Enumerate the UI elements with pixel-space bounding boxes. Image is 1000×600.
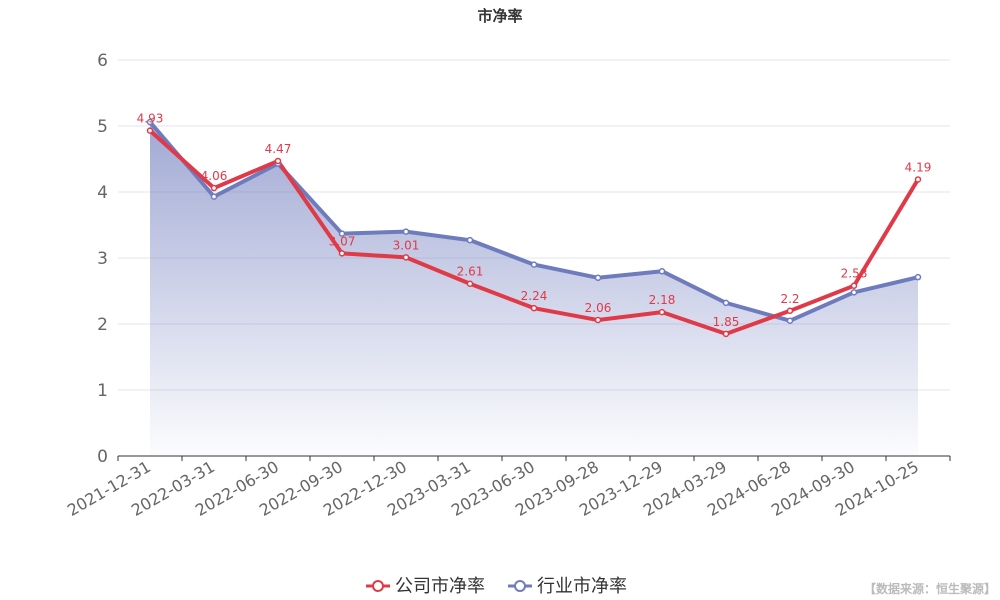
company-point [722,330,730,338]
y-tick-label: 4 [97,183,108,203]
industry-point [658,267,666,275]
company-data-label: 3.07 [329,234,356,248]
company-point [338,250,346,257]
y-tick-label: 1 [97,381,108,401]
company-point [146,127,154,134]
legend-marker-industry [514,580,526,592]
y-tick-label: 2 [97,315,108,335]
chart-title: 市净率 [477,7,522,25]
company-data-label: 2.24 [521,289,548,303]
industry-point [146,118,154,126]
company-point [402,254,410,261]
industry-point [594,274,602,282]
company-data-label: 1.85 [713,315,740,329]
company-point [594,316,602,324]
company-data-label: 4.06 [201,169,228,183]
company-data-label: 2.2 [780,292,799,306]
x-axis: 2021-12-312022-03-312022-06-302022-09-30… [64,455,951,520]
company-point [914,176,922,183]
y-tick-label: 5 [97,117,108,137]
legend-label-company: 公司市净率 [395,576,485,597]
industry-point [722,299,730,307]
company-data-label: 4.93 [137,112,164,126]
industry-point [338,230,346,237]
industry-point [850,289,858,296]
industry-point [530,261,538,268]
industry-point [402,228,410,235]
data-label-layer: 4.93 4.06 4.47 3.07 3.01 2.61 2.24 2.06 2.18 1.85… [137,112,932,329]
y-tick-label: 6 [97,51,108,71]
y-tick-label: 3 [97,249,108,269]
industry-point [914,273,922,281]
company-point [786,307,794,315]
company-data-label: 2.18 [649,293,676,307]
legend-marker-company [372,580,384,592]
legend-item-company[interactable]: 公司市净率 [366,576,485,597]
point-layer [146,118,922,338]
company-data-label: 2.58 [841,267,868,281]
legend-item-industry[interactable]: 行业市净率 [508,576,627,597]
industry-point [466,236,474,244]
company-point [530,304,538,312]
company-point [466,280,474,287]
company-point [850,282,858,289]
y-tick-label: 0 [97,447,108,467]
company-data-label: 2.06 [585,301,612,315]
area-layer [150,122,918,456]
company-data-label: 4.19 [905,160,932,174]
industry-point [210,193,218,200]
company-point [274,157,282,165]
y-axis: 0 1 2 3 4 5 6 [97,51,108,467]
company-data-label: 4.47 [265,142,292,156]
legend-label-industry: 行业市净率 [537,576,627,597]
company-data-label: 3.01 [393,238,420,252]
company-point [658,308,666,316]
legend: 公司市净率 行业市净率 [366,576,627,597]
industry-area [150,122,918,456]
company-point [210,184,218,192]
industry-point [786,317,794,324]
company-data-label: 2.61 [457,265,484,279]
source-note: 【数据来源：恒生聚源】 [864,581,996,596]
